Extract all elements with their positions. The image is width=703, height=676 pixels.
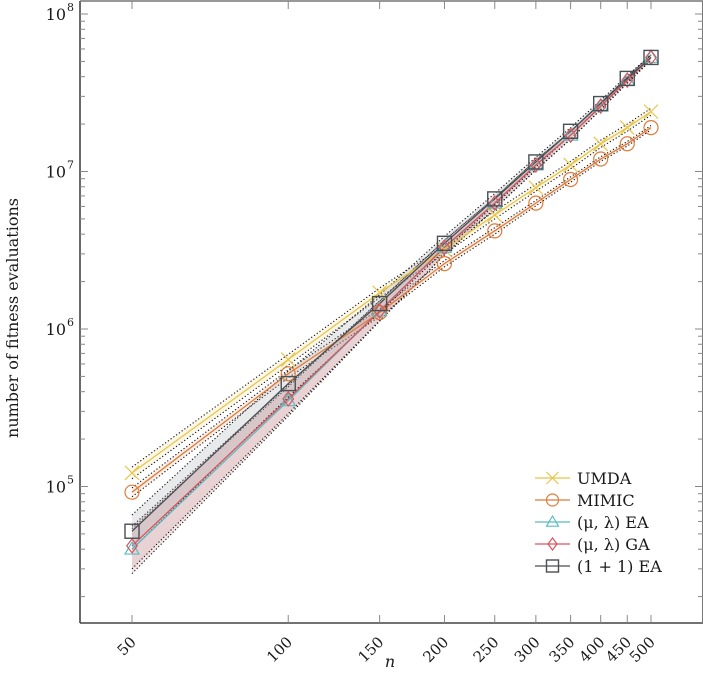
triangle-marker-icon — [486, 194, 503, 209]
confidence-band — [132, 125, 651, 497]
diamond-marker-icon — [529, 156, 542, 173]
y-tick-label: 10 — [46, 320, 66, 339]
band-edge — [131, 59, 652, 574]
diamond-marker-icon — [282, 390, 295, 407]
square-marker-icon — [487, 191, 503, 207]
y-tick-label: 10 — [46, 478, 66, 497]
square-marker-icon — [619, 70, 635, 87]
legend-label: (μ, λ) GA — [577, 535, 650, 554]
legend-item: (μ, λ) EA — [535, 513, 649, 532]
y-tick-exponent: 5 — [67, 474, 74, 487]
diamond-marker-icon — [547, 537, 558, 551]
square-marker-icon — [643, 49, 659, 66]
y-tick-exponent: 8 — [67, 1, 74, 14]
series-line — [131, 127, 652, 493]
x-marker-icon — [546, 471, 559, 485]
legend-label: MIMIC — [577, 491, 635, 510]
circle-marker-icon — [593, 151, 609, 167]
x-tick-label: 100 — [263, 633, 296, 666]
diamond-marker-icon — [373, 303, 386, 320]
confidence-band — [132, 54, 651, 574]
band-edge — [131, 129, 652, 498]
square-marker-icon — [545, 559, 560, 573]
x-tick-label: 400 — [576, 633, 609, 666]
legend-item: MIMIC — [535, 491, 635, 510]
legend-item: (1 + 1) EA — [535, 557, 662, 576]
y-axis-label: number of fitness evaluations — [3, 198, 22, 438]
x-marker-icon — [643, 104, 659, 120]
x-marker-icon — [372, 285, 388, 301]
series-lines — [131, 56, 652, 550]
x-tick-label: 200 — [419, 633, 452, 666]
triangle-marker-icon — [545, 514, 560, 527]
circle-marker-icon — [643, 119, 659, 136]
square-marker-icon — [528, 154, 544, 170]
y-tick-exponent: 6 — [67, 316, 74, 329]
square-marker-icon — [371, 295, 388, 312]
diamond-marker-icon — [594, 98, 607, 115]
circle-marker-icon — [545, 493, 560, 507]
diamond-marker-icon — [564, 127, 577, 144]
square-marker-icon — [124, 523, 140, 539]
series-line — [131, 56, 652, 547]
series-line — [131, 111, 652, 474]
legend: UMDA MIMIC (μ, λ) EA (μ, λ) GA (1 + 1) EA — [535, 469, 662, 576]
x-marker-icon — [593, 136, 609, 152]
circle-marker-icon — [372, 305, 388, 321]
band-edge — [131, 107, 652, 468]
legend-label: UMDA — [577, 469, 632, 488]
confidence-band — [132, 108, 651, 479]
circle-marker-icon — [280, 366, 296, 382]
square-marker-icon — [436, 235, 453, 252]
circle-marker-icon — [487, 223, 503, 239]
circle-marker-icon — [124, 484, 140, 500]
legend-label: (1 + 1) EA — [577, 557, 662, 576]
x-tick-label: 500 — [626, 633, 659, 666]
x-marker-icon — [528, 180, 544, 196]
x-axis-label: n — [385, 652, 395, 671]
x-tick-label: 250 — [470, 633, 503, 666]
square-marker-icon — [562, 123, 579, 139]
x-marker-icon — [619, 120, 635, 136]
legend-label: (μ, λ) EA — [577, 513, 649, 532]
triangle-marker-icon — [527, 156, 544, 171]
y-tick-exponent: 7 — [67, 159, 74, 172]
diamond-marker-icon — [126, 537, 138, 554]
circle-marker-icon — [563, 171, 579, 188]
circle-marker-icon — [528, 195, 544, 211]
diamond-marker-icon — [488, 195, 501, 212]
x-marker-icon — [487, 207, 503, 223]
x-marker-icon — [437, 242, 452, 257]
triangle-marker-icon — [642, 49, 660, 63]
x-marker-icon — [280, 352, 296, 367]
triangle-marker-icon — [562, 127, 579, 141]
x-tick-label: 150 — [354, 633, 387, 666]
square-marker-icon — [593, 95, 609, 112]
y-tick-label: 10 — [46, 5, 66, 24]
diamond-marker-icon — [438, 239, 451, 256]
x-marker-icon — [124, 465, 140, 481]
legend-item: (μ, λ) GA — [535, 535, 650, 554]
y-tick-label: 10 — [46, 163, 66, 182]
series-markers — [123, 49, 660, 555]
square-marker-icon — [280, 375, 296, 392]
series-line — [131, 56, 652, 532]
x-marker-icon — [563, 157, 579, 173]
x-tick-label: 50 — [114, 633, 140, 659]
x-tick-label: 300 — [511, 633, 544, 666]
triangle-marker-icon — [436, 239, 453, 253]
legend-item: UMDA — [535, 469, 632, 488]
diamond-marker-icon — [621, 72, 634, 89]
circle-marker-icon — [619, 136, 635, 152]
circle-marker-icon — [436, 256, 453, 272]
x-tick-label: 350 — [545, 633, 578, 666]
